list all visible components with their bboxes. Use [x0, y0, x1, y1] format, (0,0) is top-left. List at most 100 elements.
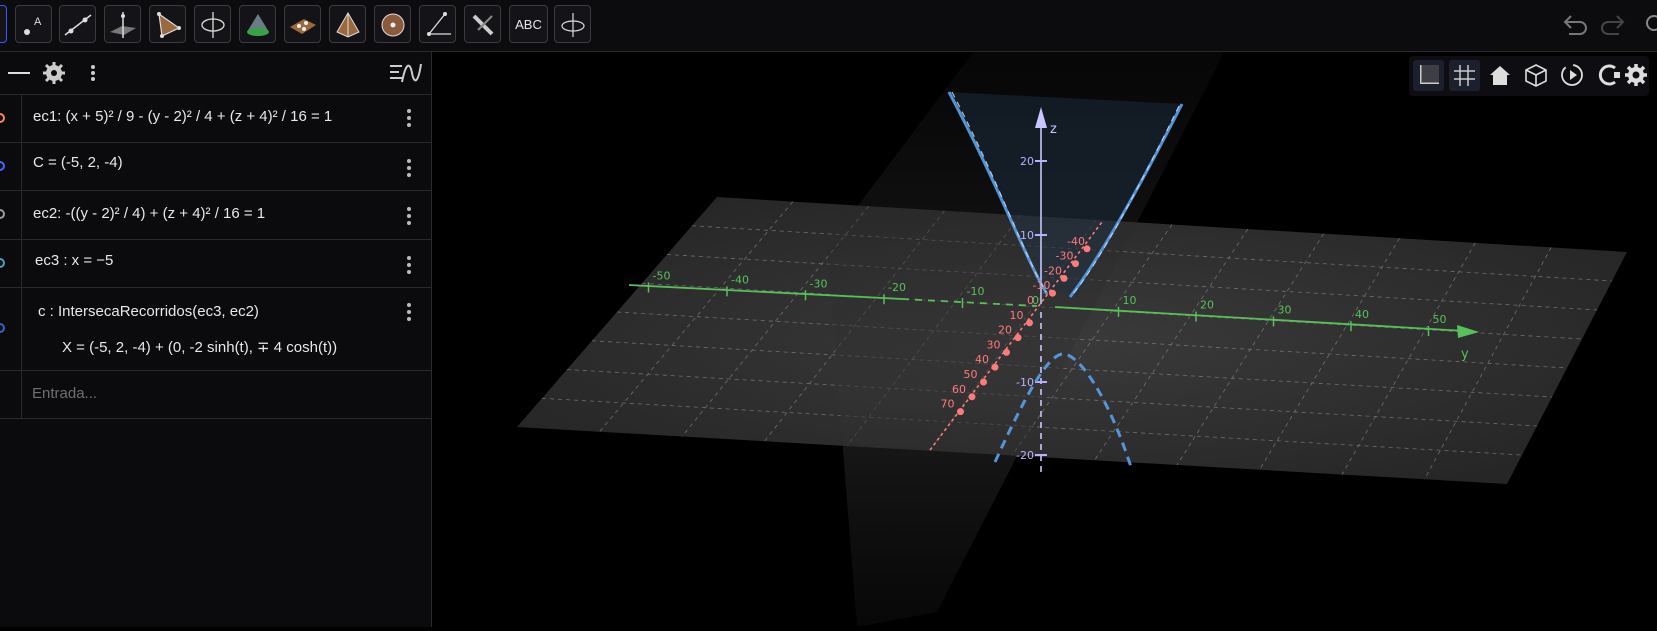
view-direction-button[interactable] — [1521, 60, 1552, 91]
item-menu-button[interactable] — [407, 159, 411, 180]
rotate-play-icon — [1561, 64, 1583, 86]
algebra-input-row[interactable]: Entrada... — [0, 370, 431, 419]
algebra-item-ec3[interactable]: ec3 : x = −5 — [0, 239, 431, 288]
reflect-tool-button[interactable] — [464, 5, 501, 43]
graphics-3d-view[interactable]: z y 20 10 -10 -20 -40 -30 -20 -10 10 20 30 40 50 60 7… — [437, 47, 1657, 627]
grid-icon — [1454, 65, 1475, 86]
angle-tool-button[interactable] — [419, 5, 456, 43]
algebra-item-ec1-text[interactable]: ec1: (x + 5)² / 9 - (y - 2)² / 4 + (z + … — [33, 108, 333, 125]
svg-text:A: A — [34, 16, 42, 28]
grid-line — [666, 254, 1598, 311]
home-icon — [1490, 66, 1510, 85]
grid-line — [616, 311, 1568, 369]
x-tick-label: -30 — [1056, 250, 1074, 263]
algebra-item-curve-command[interactable]: c : IntersecaRecorridos(ec3, ec2) — [38, 303, 259, 320]
more-vertical-icon — [91, 65, 95, 81]
item-menu-button[interactable] — [407, 207, 411, 228]
item-menu-button[interactable] — [407, 256, 411, 277]
algebra-sort-icon — [390, 63, 422, 83]
algebra-item-ec3-text[interactable]: ec3 : x = −5 — [35, 252, 114, 269]
reflect-icon — [472, 14, 494, 36]
x-tick-mark — [1072, 260, 1079, 268]
graphics-settings-button[interactable] — [1621, 60, 1652, 91]
minus-icon — [8, 72, 30, 74]
x-tick-label: -40 — [1067, 235, 1085, 248]
y-tick-label: 50 — [1433, 313, 1447, 326]
rotate-view-button[interactable] — [1557, 60, 1588, 91]
y-tick-label: -50 — [653, 270, 671, 283]
visibility-toggle[interactable] — [0, 323, 5, 333]
toggle-grid-button[interactable] — [1449, 60, 1480, 91]
algebra-settings-button[interactable] — [42, 61, 66, 85]
search-button[interactable] — [1640, 12, 1657, 38]
visibility-toggle[interactable] — [0, 113, 5, 123]
z-axis-label: z — [1050, 122, 1057, 137]
algebra-item-ec1[interactable]: ec1: (x + 5)² / 9 - (y - 2)² / 4 + (z + … — [0, 94, 431, 143]
plane-tool-button[interactable] — [239, 5, 276, 43]
algebra-menu-button[interactable] — [90, 64, 96, 82]
x-tick-label: 30 — [987, 338, 1001, 351]
sphere-tool-button[interactable] — [374, 5, 411, 43]
line-tool-button[interactable] — [59, 5, 96, 43]
main-toolbar: A — [0, 0, 1657, 52]
toggle-axes-button[interactable] — [1413, 60, 1444, 91]
algebra-item-curve-c[interactable]: c : IntersecaRecorridos(ec3, ec2) X = (-… — [0, 287, 431, 371]
grid-line — [1259, 238, 1400, 470]
y-tick-label: -10 — [967, 285, 985, 298]
pyramid-tool-button[interactable] — [329, 5, 366, 43]
z-tick-labels: 20 10 -10 -20 — [1016, 155, 1034, 462]
x-tick-label: 20 — [998, 324, 1012, 337]
algebra-item-gutter — [0, 190, 22, 239]
intersect-surfaces-tool-button[interactable] — [284, 5, 321, 43]
axes-icon — [1420, 65, 1439, 84]
item-menu-button[interactable] — [407, 303, 411, 324]
x-tick-mark — [1003, 348, 1010, 356]
rotate-view-tool-button[interactable] — [554, 5, 591, 43]
visibility-toggle[interactable] — [0, 258, 5, 268]
text-tool-button[interactable]: ABC — [509, 5, 548, 43]
x-tick-mark — [1060, 274, 1068, 282]
algebra-item-point-c[interactable]: C = (-5, 2, -4) — [0, 142, 431, 191]
z-tick-label: -20 — [1016, 449, 1034, 462]
visibility-toggle[interactable] — [0, 161, 5, 171]
standard-view-button[interactable] — [1485, 60, 1516, 91]
algebra-header — [0, 52, 431, 95]
algebra-item-curve-value: X = (-5, 2, -4) + (0, -2 sinh(t), ∓ 4 co… — [62, 339, 338, 356]
intersection-curve-c — [947, 91, 1184, 471]
x-tick-mark — [1083, 245, 1091, 253]
y-tick-label: -30 — [810, 277, 828, 290]
grid-line — [641, 282, 1583, 340]
item-menu-button[interactable] — [407, 109, 411, 130]
redo-button[interactable] — [1598, 10, 1628, 40]
point-tool-button[interactable]: A — [15, 5, 52, 43]
algebra-input-field[interactable]: Entrada... — [32, 385, 98, 402]
algebra-item-c-text[interactable]: C = (-5, 2, -4) — [33, 154, 123, 171]
description-toggle-button[interactable] — [6, 62, 32, 84]
algebra-item-ec2-text[interactable]: ec2: -((y - 2)² / 4) + (z + 4)² / 16 = 1 — [33, 205, 266, 222]
x-tick-mark — [1014, 334, 1022, 342]
text-tool-label: ABC — [515, 17, 542, 32]
x-tick-label: 70 — [941, 398, 955, 411]
algebra-item-gutter — [0, 287, 22, 370]
undo-button[interactable] — [1560, 10, 1590, 40]
polygon-tool-button[interactable] — [149, 5, 186, 43]
visibility-toggle[interactable] — [0, 209, 5, 219]
move-tool-button[interactable] — [0, 5, 7, 43]
z-tick-label: -10 — [1016, 376, 1034, 389]
x-tick-mark — [957, 408, 964, 416]
y-origin-label: 0 — [1032, 294, 1039, 307]
sort-toggle-button[interactable] — [388, 60, 422, 86]
x-tick-label: 50 — [964, 368, 978, 381]
perpendicular-line-tool-button[interactable] — [104, 5, 141, 43]
x-tick-label: 10 — [1010, 309, 1024, 322]
x-tick-label: -20 — [1044, 264, 1062, 277]
algebra-item-ec2[interactable]: ec2: -((y - 2)² / 4) + (z + 4)² / 16 = 1 — [0, 190, 431, 240]
clipping-button[interactable] — [1593, 60, 1624, 91]
x-tick-label: 60 — [952, 383, 966, 396]
pyramid-icon — [336, 12, 360, 38]
x-tick-mark — [1049, 289, 1056, 297]
graphics-style-bar — [1409, 56, 1649, 96]
circle-axis-tool-button[interactable] — [194, 5, 231, 43]
